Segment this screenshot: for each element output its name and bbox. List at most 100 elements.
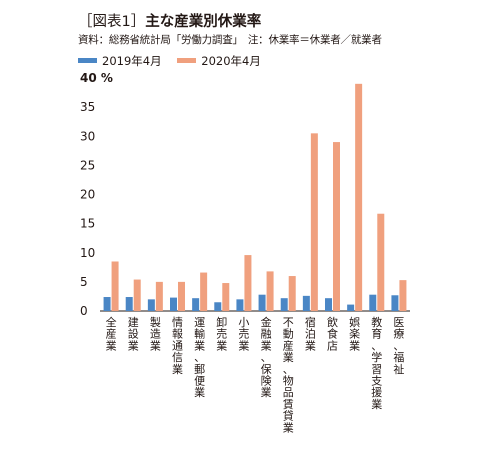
category-label: 医 [393, 316, 404, 329]
category-label: 造 [150, 327, 161, 341]
category-label: 娯 [349, 315, 360, 329]
y-tick-label: 35 [80, 100, 95, 114]
y-tick-label: 15 [80, 217, 95, 231]
category-label: 援 [371, 385, 382, 399]
chart-title: ［図表1］主な産業別休業率 [78, 10, 261, 31]
legend-swatch-2020 [177, 58, 197, 63]
category-label: 、 [371, 339, 382, 352]
y-tick-label: 10 [80, 246, 95, 260]
category-label: 業 [106, 339, 117, 352]
category-label: 業 [305, 339, 316, 352]
bar-2020 [355, 83, 363, 311]
category-label: 、 [194, 351, 205, 364]
y-tick-label: 40 % [80, 71, 113, 85]
category-label: 保 [261, 362, 272, 376]
bar-2020 [133, 279, 141, 311]
y-tick-label: 25 [80, 158, 95, 172]
category-label: 業 [172, 363, 183, 376]
category-label: 業 [349, 339, 360, 352]
category-label: 賃 [283, 397, 294, 411]
category-label: 習 [371, 363, 382, 376]
title-text: 主な産業別休業率 [145, 14, 262, 30]
category-label: 業 [238, 339, 249, 352]
category-label: 売 [238, 328, 249, 341]
category-label: 泊 [305, 328, 316, 341]
category-label: 祉 [393, 363, 404, 376]
bar-2019 [147, 299, 155, 311]
bar-2020 [111, 261, 119, 311]
category-label: 療 [393, 327, 404, 341]
legend-label-2020: 2020年4月 [201, 53, 261, 68]
category-label: 便 [194, 375, 205, 388]
category-label: 産 [106, 328, 117, 341]
bar-2020 [222, 283, 230, 311]
legend-swatch-2019 [78, 58, 97, 63]
category-label: 宿 [305, 315, 316, 329]
category-label: 小 [238, 316, 249, 329]
y-tick-label: 5 [80, 275, 88, 289]
bar-2020 [200, 272, 208, 311]
bar-2019 [103, 297, 111, 311]
bar-2019 [347, 304, 355, 311]
legend: 2019年4月 2020年4月 [78, 52, 273, 69]
category-label: 福 [393, 350, 404, 364]
category-label: 、 [261, 351, 272, 364]
category-label: 輸 [194, 327, 205, 341]
y-tick-label: 30 [80, 129, 95, 143]
category-label: 食 [327, 327, 338, 341]
bar-2019 [192, 298, 200, 311]
category-label: 支 [371, 375, 382, 388]
bar-2020 [155, 281, 163, 311]
bar-2020 [178, 281, 185, 311]
category-label: 飲 [327, 315, 338, 329]
category-label: 物 [283, 374, 294, 388]
category-label: 教 [371, 316, 382, 329]
category-label: 卸 [216, 315, 227, 329]
category-label: 、 [393, 339, 404, 352]
category-label: 郵 [194, 363, 205, 376]
category-label: 売 [216, 328, 227, 341]
category-label: 業 [216, 339, 227, 352]
category-label: 業 [371, 398, 382, 411]
bar-2020 [333, 142, 340, 311]
bar-2019 [170, 297, 177, 311]
source-note: 資料：総務省統計局「労働力調査」 注：休業率＝休業者／就業者 [78, 34, 382, 46]
category-label: 産 [283, 339, 294, 352]
bar-2019 [325, 298, 332, 311]
category-label: 業 [194, 339, 205, 352]
bar-2020 [310, 133, 318, 311]
bar-2019 [214, 302, 222, 311]
category-label: 通 [172, 339, 183, 352]
bar-2019 [125, 297, 133, 311]
category-label: 運 [194, 316, 205, 329]
category-label: 業 [194, 386, 205, 399]
bar-2020 [377, 213, 385, 311]
category-label: 情 [172, 316, 183, 329]
y-tick-label: 0 [80, 304, 88, 318]
bar-2020 [399, 280, 407, 311]
category-label: 業 [261, 386, 272, 399]
category-label: 業 [283, 421, 294, 434]
bar-2019 [302, 295, 310, 311]
bar-2019 [236, 299, 244, 311]
bar-2019 [258, 294, 266, 311]
category-label: 信 [172, 351, 183, 364]
category-label: 品 [283, 386, 294, 399]
category-label: 融 [261, 328, 272, 341]
bar-2020 [244, 255, 252, 311]
y-tick-label: 20 [80, 188, 95, 202]
bar-2019 [280, 298, 288, 311]
category-label: 設 [128, 327, 139, 341]
category-label: 学 [371, 350, 382, 364]
category-label: 貸 [283, 409, 294, 423]
bar-2020 [288, 276, 296, 311]
category-label: 育 [371, 327, 382, 341]
category-label: 動 [283, 327, 294, 341]
bar-2019 [369, 294, 377, 311]
category-label: 業 [261, 339, 272, 352]
figure-number: ［図表1］ [78, 14, 146, 30]
category-label: 楽 [349, 328, 360, 341]
category-label: 建 [128, 315, 139, 329]
legend-item-2019: 2019年4月 [78, 53, 162, 69]
